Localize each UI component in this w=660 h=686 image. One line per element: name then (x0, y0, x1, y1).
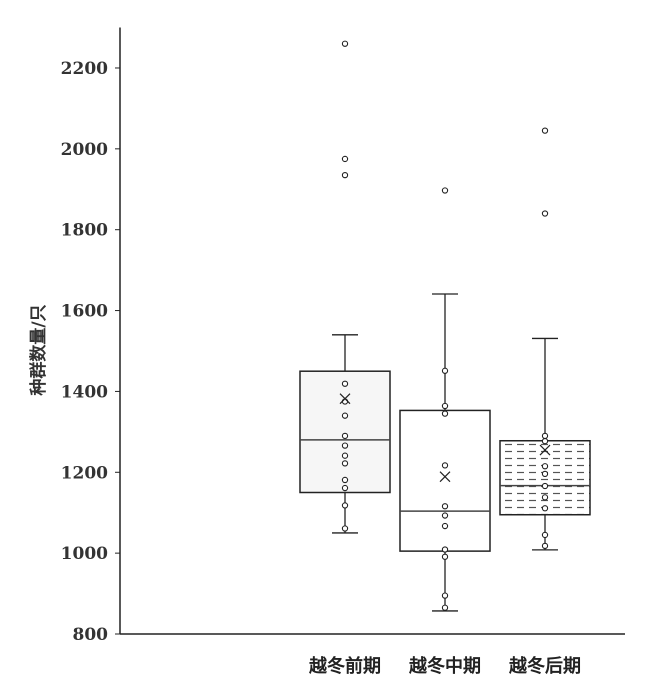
outlier-point (541, 127, 549, 134)
data-point (541, 494, 549, 501)
box-2 (399, 187, 491, 612)
y-tick-label: 2000 (61, 140, 108, 160)
box-iqr (399, 409, 491, 552)
data-point (441, 604, 449, 611)
y-tick-label: 1000 (61, 544, 108, 564)
y-axis-label: 种群数量/只 (28, 304, 49, 396)
data-point (341, 476, 349, 484)
x-category-label: 越冬后期 (508, 655, 581, 677)
box-1 (299, 40, 391, 534)
data-point (541, 482, 549, 490)
data-point (441, 553, 449, 560)
data-point (441, 592, 449, 599)
data-point (441, 462, 449, 469)
outlier-point (441, 187, 449, 194)
mean-marker (339, 393, 351, 405)
data-point (441, 522, 449, 530)
outlier-point (341, 171, 349, 179)
data-point (541, 531, 549, 539)
box-iqr (299, 370, 391, 494)
x-category-label: 越冬中期 (408, 655, 481, 677)
data-point (341, 432, 349, 440)
data-point (341, 525, 349, 532)
data-point (541, 542, 549, 550)
data-point (541, 437, 549, 445)
x-category-label: 越冬前期 (308, 655, 381, 677)
y-tick-label: 1200 (61, 463, 108, 483)
data-point (441, 546, 449, 553)
data-point (441, 512, 449, 519)
data-point (341, 502, 349, 509)
data-point (341, 412, 349, 419)
mean-marker (439, 471, 451, 483)
outlier-point (341, 40, 349, 47)
data-point (541, 432, 549, 440)
y-tick-label: 1400 (61, 382, 108, 402)
data-point (441, 402, 449, 410)
outlier-point (341, 155, 349, 163)
data-point (541, 505, 549, 512)
y-tick-label: 1800 (61, 221, 108, 241)
data-point (341, 442, 349, 449)
data-point (341, 452, 349, 459)
data-point (541, 470, 549, 478)
data-point (341, 380, 349, 387)
y-tick-label: 800 (73, 625, 109, 645)
outlier-point (541, 210, 549, 217)
y-tick-label: 2200 (61, 59, 108, 79)
data-point (441, 367, 449, 374)
data-point (541, 463, 549, 470)
mean-marker (539, 444, 551, 456)
data-point (441, 410, 449, 417)
data-point (341, 460, 349, 467)
y-tick-label: 1600 (61, 302, 108, 322)
data-point (441, 503, 449, 510)
data-point (341, 484, 349, 492)
box-3 (499, 127, 591, 551)
box-iqr (499, 439, 591, 516)
